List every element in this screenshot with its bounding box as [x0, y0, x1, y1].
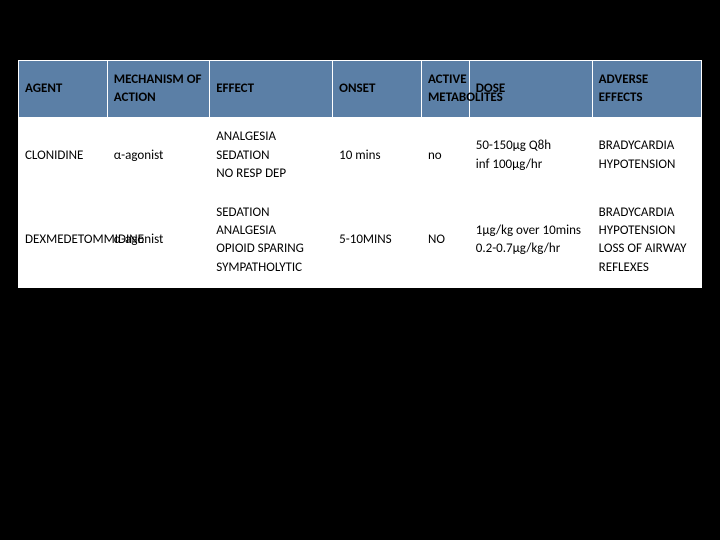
- col-header-mechanism: MECHANISM OF ACTION: [107, 61, 209, 118]
- cell-effect: SEDATION ANALGESIA OPIOID SPARING SYMPAT…: [210, 193, 333, 287]
- col-header-onset: ONSET: [333, 61, 422, 118]
- col-header-agent: AGENT: [19, 61, 108, 118]
- cell-agent: CLONIDINE: [19, 118, 108, 194]
- col-header-active-metabolites: ACTIVE METABOLITES: [421, 61, 469, 118]
- cell-active-metabolites: NO: [421, 193, 469, 287]
- cell-agent: DEXMEDETOMMIDINE: [19, 193, 108, 287]
- cell-adverse: BRADYCARDIA HYPOTENSION LOSS OF AIRWAY R…: [592, 193, 701, 287]
- cell-dose: 1μg/kg over 10mins 0.2-0.7μg/kg/hr: [469, 193, 592, 287]
- cell-adverse: BRADYCARDIA HYPOTENSION: [592, 118, 701, 194]
- cell-dose: 50-150μg Q8h inf 100μg/hr: [469, 118, 592, 194]
- drug-table: AGENT MECHANISM OF ACTION EFFECT ONSET A…: [18, 60, 702, 288]
- table-row: CLONIDINE α-agonist ANALGESIA SEDATION N…: [19, 118, 702, 194]
- cell-mechanism: α-agonist: [107, 118, 209, 194]
- cell-effect: ANALGESIA SEDATION NO RESP DEP: [210, 118, 333, 194]
- cell-onset: 5-10MINS: [333, 193, 422, 287]
- col-header-effect: EFFECT: [210, 61, 333, 118]
- table-row: DEXMEDETOMMIDINE α-agonist SEDATION ANAL…: [19, 193, 702, 287]
- col-header-adverse: ADVERSE EFFECTS: [592, 61, 701, 118]
- cell-onset: 10 mins: [333, 118, 422, 194]
- cell-mechanism: α-agonist: [107, 193, 209, 287]
- col-header-dose: DOSE: [469, 61, 592, 118]
- cell-active-metabolites: no: [421, 118, 469, 194]
- table-header-row: AGENT MECHANISM OF ACTION EFFECT ONSET A…: [19, 61, 702, 118]
